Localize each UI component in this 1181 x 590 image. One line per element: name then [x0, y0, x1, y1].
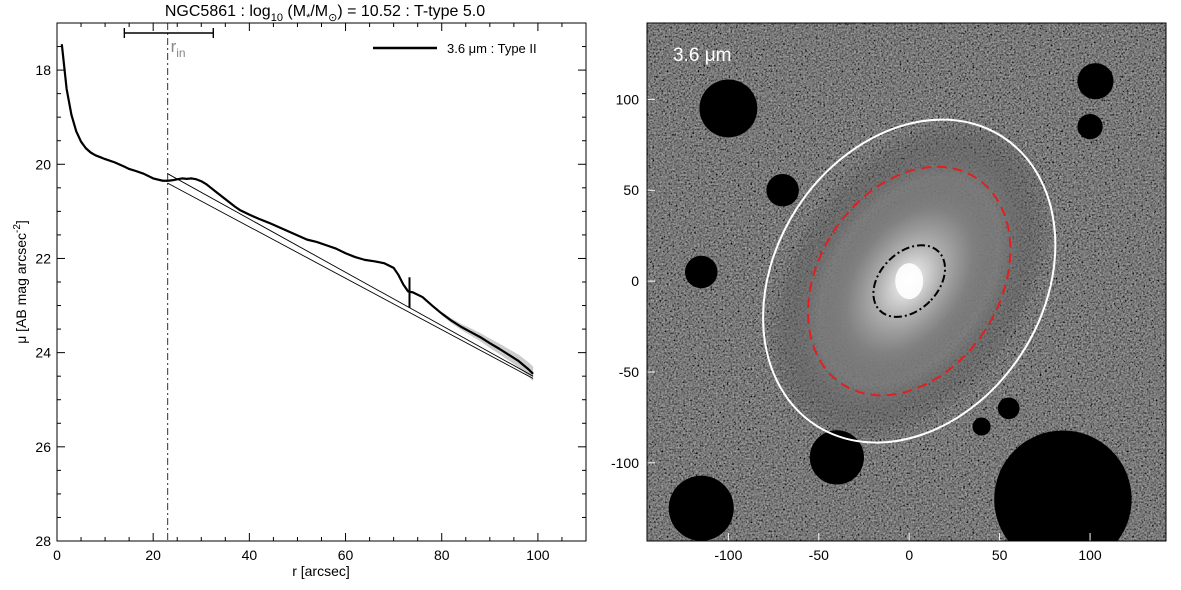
star-mask [994, 430, 1132, 541]
x-tick-label: 0 [53, 547, 61, 563]
y-tick-label: 26 [35, 439, 51, 455]
image-x-tick-label: -100 [714, 547, 742, 563]
profile-title: NGC5861 : log10 (M*/M⊙) = 10.52 : T-type… [165, 3, 485, 24]
isophote-ellipses [762, 118, 1057, 444]
r-in-label: rin [171, 37, 186, 60]
galaxy-image [647, 23, 1166, 541]
image-x-tick-label: -50 [809, 547, 829, 563]
x-tick-label: 100 [526, 547, 550, 563]
image-plot-frame [646, 22, 1167, 542]
band-label: 3.6 μm [673, 45, 731, 66]
x-tick-label: 80 [434, 547, 450, 563]
star-mask [997, 397, 1020, 420]
star-mask [1077, 113, 1103, 140]
star-mask [668, 475, 734, 541]
image-axes-ticks: -100 -50 0 50 100 100 50 0 -50 -100 [611, 91, 1102, 563]
ellipse-bulge [872, 244, 947, 318]
galaxy-nucleus [895, 263, 924, 300]
y-axis-title: μ [AB mag arcsec-2] [12, 220, 29, 344]
image-x-tick-label: 100 [1078, 547, 1102, 563]
star-mask [684, 255, 718, 289]
image-x-tick-label: 50 [992, 547, 1008, 563]
image-panel: -100 -50 0 50 100 100 50 0 -50 -100 3.6 μm [611, 22, 1167, 563]
ellipse-disk [807, 165, 1012, 397]
x-tick-label: 40 [242, 547, 258, 563]
star-mask [699, 79, 758, 138]
profile-marks [60, 23, 534, 541]
image-y-tick-label: 100 [616, 91, 640, 107]
image-y-tick-label: 50 [623, 182, 639, 198]
image-x-tick-label: 0 [905, 547, 913, 563]
star-mask [809, 430, 865, 485]
star-mask [972, 417, 991, 436]
image-y-tick-label: -50 [619, 364, 639, 380]
y-tick-label: 22 [35, 250, 51, 266]
ellipse-outer [762, 118, 1057, 444]
fit-line-1 [167, 173, 534, 377]
legend-label-profile: 3.6 μm : Type II [447, 41, 537, 56]
star-mask [1077, 63, 1114, 100]
fit-line-2 [167, 182, 534, 379]
y-tick-label: 24 [35, 345, 51, 361]
y-tick-label: 20 [35, 156, 51, 172]
y-tick-label: 18 [35, 62, 51, 78]
y-tick-label: 28 [35, 533, 51, 549]
profile-panel: NGC5861 : log10 (M*/M⊙) = 10.52 : T-type… [12, 3, 587, 579]
profile-plot-frame [56, 22, 587, 542]
profile-line-3.6um [60, 44, 534, 375]
x-tick-label: 60 [338, 547, 354, 563]
profile-axes-ticks: 0 20 40 60 80 100 18 20 22 24 26 28 [35, 22, 587, 563]
image-y-tick-label: -100 [611, 455, 639, 471]
x-tick-label: 20 [145, 547, 161, 563]
star-mask [766, 173, 799, 207]
image-y-tick-label: 0 [631, 273, 639, 289]
x-axis-title: r [arcsec] [292, 563, 350, 579]
galaxy-light [668, 63, 1132, 541]
